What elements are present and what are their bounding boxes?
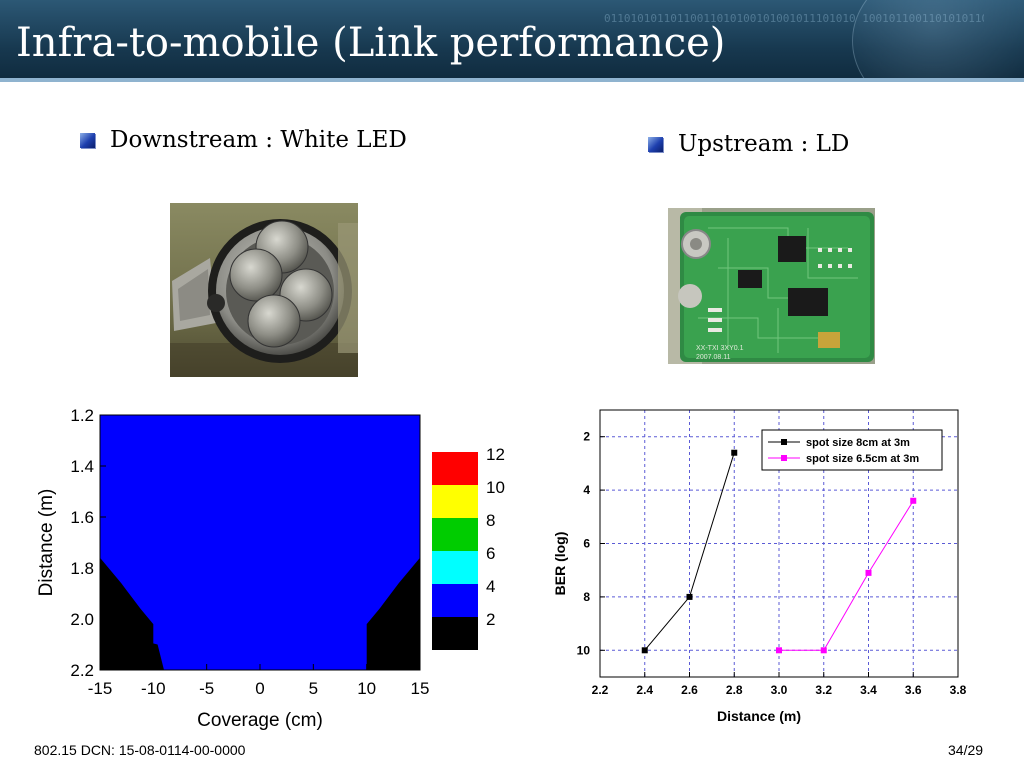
y-tick-label: 6 xyxy=(583,537,590,551)
series-point-0 xyxy=(641,647,648,654)
bullet-upstream-text: Upstream : LD xyxy=(678,131,850,157)
x-tick-label: 0 xyxy=(255,679,264,698)
colorbar-swatch xyxy=(432,485,478,518)
colorbar-swatch xyxy=(432,518,478,551)
colorbar-swatch xyxy=(432,452,478,485)
series-line-1 xyxy=(779,500,914,651)
series-point-0 xyxy=(731,449,738,456)
ld-board-photo: XX-TXI 3XY0.1 2007.08.11 xyxy=(668,208,875,364)
colorbar-label: 12 xyxy=(486,445,505,464)
legend-box xyxy=(761,429,943,471)
y-tick-label: 1.8 xyxy=(70,559,94,578)
x-tick-label: 15 xyxy=(411,679,430,698)
series-point-1 xyxy=(776,647,782,654)
pcb-silkscreen-text: XX-TXI 3XY0.1 2007.08.11 xyxy=(696,345,744,361)
y-tick-label: 8 xyxy=(583,590,590,604)
y-axis-label: Distance (m) xyxy=(36,489,57,597)
colorbar-swatch xyxy=(432,617,478,650)
y-tick-label: 2.0 xyxy=(70,610,94,629)
colorbar-swatch xyxy=(432,551,478,584)
series-point-1 xyxy=(910,497,917,504)
x-tick-label: 3.0 xyxy=(771,683,788,697)
colorbar-label: 4 xyxy=(486,577,495,596)
y-tick-label: 2.2 xyxy=(70,661,94,680)
title-bar: 01101010110110011010100101001011101010 1… xyxy=(0,0,1024,82)
colorbar-label: 8 xyxy=(486,511,495,530)
colorbar-label: 6 xyxy=(486,544,495,563)
ber-distance-chart: 2.2 2.4 2.6 2.8 3.0 3.2 3.4 3.6 3.8 2 4 6 8 10 Distanc… xyxy=(540,400,980,735)
x-tick-label: 2.4 xyxy=(636,683,653,697)
y-tick-label: 10 xyxy=(577,643,591,657)
x-tick-label: 3.2 xyxy=(815,683,832,697)
contour-region-4 xyxy=(100,415,420,670)
bullet-upstream: Upstream : LD xyxy=(648,131,849,157)
y-tick-label: 2 xyxy=(583,430,590,444)
y-tick-label: 1.6 xyxy=(70,508,94,527)
x-tick-label: 2.8 xyxy=(726,683,743,697)
colorbar-label: 10 xyxy=(486,478,505,497)
series-point-1 xyxy=(820,647,827,654)
footer-document-id: 802.15 DCN: 15-08-0114-00-0000 xyxy=(34,742,246,758)
globe-graphic xyxy=(852,0,1024,82)
white-led-photo xyxy=(170,203,358,377)
x-tick-label: 5 xyxy=(309,679,318,698)
x-tick-label: -5 xyxy=(199,679,214,698)
bullet-downstream: Downstream : White LED xyxy=(80,127,407,153)
x-tick-label: 3.8 xyxy=(950,683,967,697)
y-axis-label: BER (log) xyxy=(552,532,568,596)
legend-marker xyxy=(781,439,787,445)
y-tick-label: 1.4 xyxy=(70,457,94,476)
x-tick-label: 3.4 xyxy=(860,683,877,697)
colorbar-swatch xyxy=(432,584,478,617)
x-tick-label: 2.6 xyxy=(681,683,698,697)
x-tick-label: 2.2 xyxy=(592,683,609,697)
x-axis-label: Distance (m) xyxy=(717,708,801,724)
legend-label: spot size 8cm at 3m xyxy=(806,437,910,449)
legend-marker xyxy=(781,455,787,461)
coverage-contour-chart: -15 -10 -5 0 5 10 15 1.2 1.4 1.6 1.8 2.0 2.2 Coverage… xyxy=(30,400,520,735)
contour-region-6 xyxy=(366,608,420,670)
x-axis-label: Coverage (cm) xyxy=(197,710,323,731)
series-point-1 xyxy=(865,569,872,576)
y-tick-label: 1.2 xyxy=(70,406,94,425)
bullet-square-icon xyxy=(80,132,95,148)
series-point-0 xyxy=(686,593,693,600)
x-tick-label: -10 xyxy=(141,679,166,698)
bullet-downstream-text: Downstream : White LED xyxy=(110,127,407,153)
bullet-square-icon xyxy=(648,136,663,152)
title-underline xyxy=(0,78,1024,82)
contour-region-5 xyxy=(100,608,164,670)
x-tick-label: 10 xyxy=(357,679,376,698)
x-tick-label: -15 xyxy=(88,679,113,698)
colorbar-label: 2 xyxy=(486,610,495,629)
x-tick-label: 3.6 xyxy=(905,683,922,697)
legend-label: spot size 6.5cm at 3m xyxy=(806,453,919,465)
footer-page-number: 34/29 xyxy=(948,742,984,758)
slide-title: Infra-to-mobile (Link performance) xyxy=(16,20,726,66)
y-tick-label: 4 xyxy=(583,483,590,497)
binary-background: 01101010110110011010100101001011101010 1… xyxy=(604,12,984,25)
